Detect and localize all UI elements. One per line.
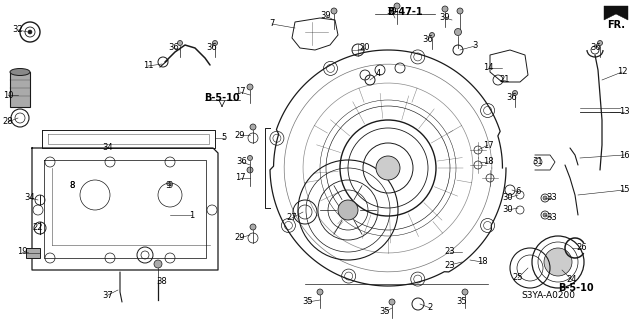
Text: 36: 36: [237, 158, 248, 167]
Text: 2: 2: [428, 303, 433, 313]
Text: 18: 18: [483, 158, 493, 167]
Text: 35: 35: [303, 298, 314, 307]
Circle shape: [376, 156, 400, 180]
Text: 10: 10: [3, 91, 13, 100]
Text: 24: 24: [567, 276, 577, 285]
Text: 36: 36: [507, 93, 517, 102]
Circle shape: [250, 124, 256, 130]
Text: 36: 36: [207, 43, 218, 53]
Circle shape: [462, 289, 468, 295]
Text: 9: 9: [168, 181, 173, 189]
Circle shape: [442, 6, 448, 12]
Text: 4: 4: [376, 70, 381, 78]
Text: 36: 36: [422, 35, 433, 44]
Text: S3YA-A0200: S3YA-A0200: [521, 292, 575, 300]
Text: 26: 26: [577, 243, 588, 253]
Text: 34: 34: [25, 194, 35, 203]
Text: 32: 32: [13, 26, 23, 34]
Circle shape: [454, 28, 461, 35]
Bar: [10, 72, 30, 107]
Text: 9: 9: [165, 181, 171, 189]
Text: 11: 11: [143, 62, 153, 70]
Text: 21: 21: [500, 76, 510, 85]
Text: 22: 22: [33, 224, 44, 233]
Circle shape: [177, 41, 182, 46]
Circle shape: [429, 33, 435, 38]
Text: 7: 7: [269, 19, 275, 28]
Text: 18: 18: [477, 257, 487, 266]
Text: 39: 39: [321, 11, 332, 20]
Text: FR.: FR.: [607, 20, 625, 30]
Text: 1: 1: [189, 211, 195, 219]
Circle shape: [28, 30, 32, 34]
Text: 28: 28: [3, 117, 13, 127]
Text: 16: 16: [619, 151, 629, 160]
Text: 39: 39: [387, 8, 397, 17]
Text: 35: 35: [457, 298, 467, 307]
Circle shape: [513, 91, 518, 95]
Text: 27: 27: [287, 213, 298, 222]
Text: 35: 35: [380, 308, 390, 316]
Ellipse shape: [10, 69, 30, 76]
Text: 6: 6: [515, 188, 521, 197]
Text: 17: 17: [235, 87, 245, 97]
Text: 30: 30: [502, 194, 513, 203]
Circle shape: [544, 248, 572, 276]
Circle shape: [389, 299, 395, 305]
Text: 33: 33: [547, 194, 557, 203]
Text: 17: 17: [483, 140, 493, 150]
Circle shape: [543, 213, 547, 217]
Text: 14: 14: [483, 63, 493, 72]
Circle shape: [317, 289, 323, 295]
Text: 30: 30: [502, 205, 513, 214]
Text: 8: 8: [69, 181, 75, 189]
Bar: [26, 248, 40, 258]
Text: 31: 31: [532, 158, 543, 167]
Circle shape: [394, 3, 400, 9]
Text: 34: 34: [102, 144, 113, 152]
Text: 37: 37: [102, 291, 113, 300]
Text: 17: 17: [235, 174, 245, 182]
Text: 19: 19: [17, 248, 28, 256]
Circle shape: [247, 167, 253, 173]
Text: 5: 5: [221, 133, 227, 143]
Text: 25: 25: [513, 273, 524, 283]
Text: 12: 12: [617, 68, 627, 77]
Text: B-47-1: B-47-1: [387, 7, 423, 17]
Text: 33: 33: [547, 213, 557, 222]
Polygon shape: [604, 6, 628, 20]
Text: B-5-10: B-5-10: [558, 283, 594, 293]
Circle shape: [247, 84, 253, 90]
Text: B-5-10: B-5-10: [204, 93, 240, 103]
Circle shape: [543, 196, 547, 200]
Text: 29: 29: [235, 234, 245, 242]
Text: 20: 20: [360, 43, 371, 53]
Circle shape: [212, 41, 218, 46]
Text: 38: 38: [157, 278, 168, 286]
Circle shape: [248, 155, 253, 160]
Text: 13: 13: [619, 108, 629, 116]
Text: 36: 36: [168, 43, 179, 53]
Circle shape: [331, 8, 337, 14]
Text: 36: 36: [591, 43, 602, 53]
Text: 39: 39: [440, 13, 451, 23]
Circle shape: [338, 200, 358, 220]
Text: 15: 15: [619, 186, 629, 195]
Circle shape: [154, 260, 162, 268]
Circle shape: [457, 8, 463, 14]
Text: 29: 29: [235, 130, 245, 139]
Circle shape: [250, 224, 256, 230]
Text: 23: 23: [445, 248, 455, 256]
Text: 23: 23: [445, 261, 455, 270]
Text: 3: 3: [472, 41, 477, 50]
Text: 8: 8: [69, 181, 75, 189]
Circle shape: [598, 41, 602, 46]
